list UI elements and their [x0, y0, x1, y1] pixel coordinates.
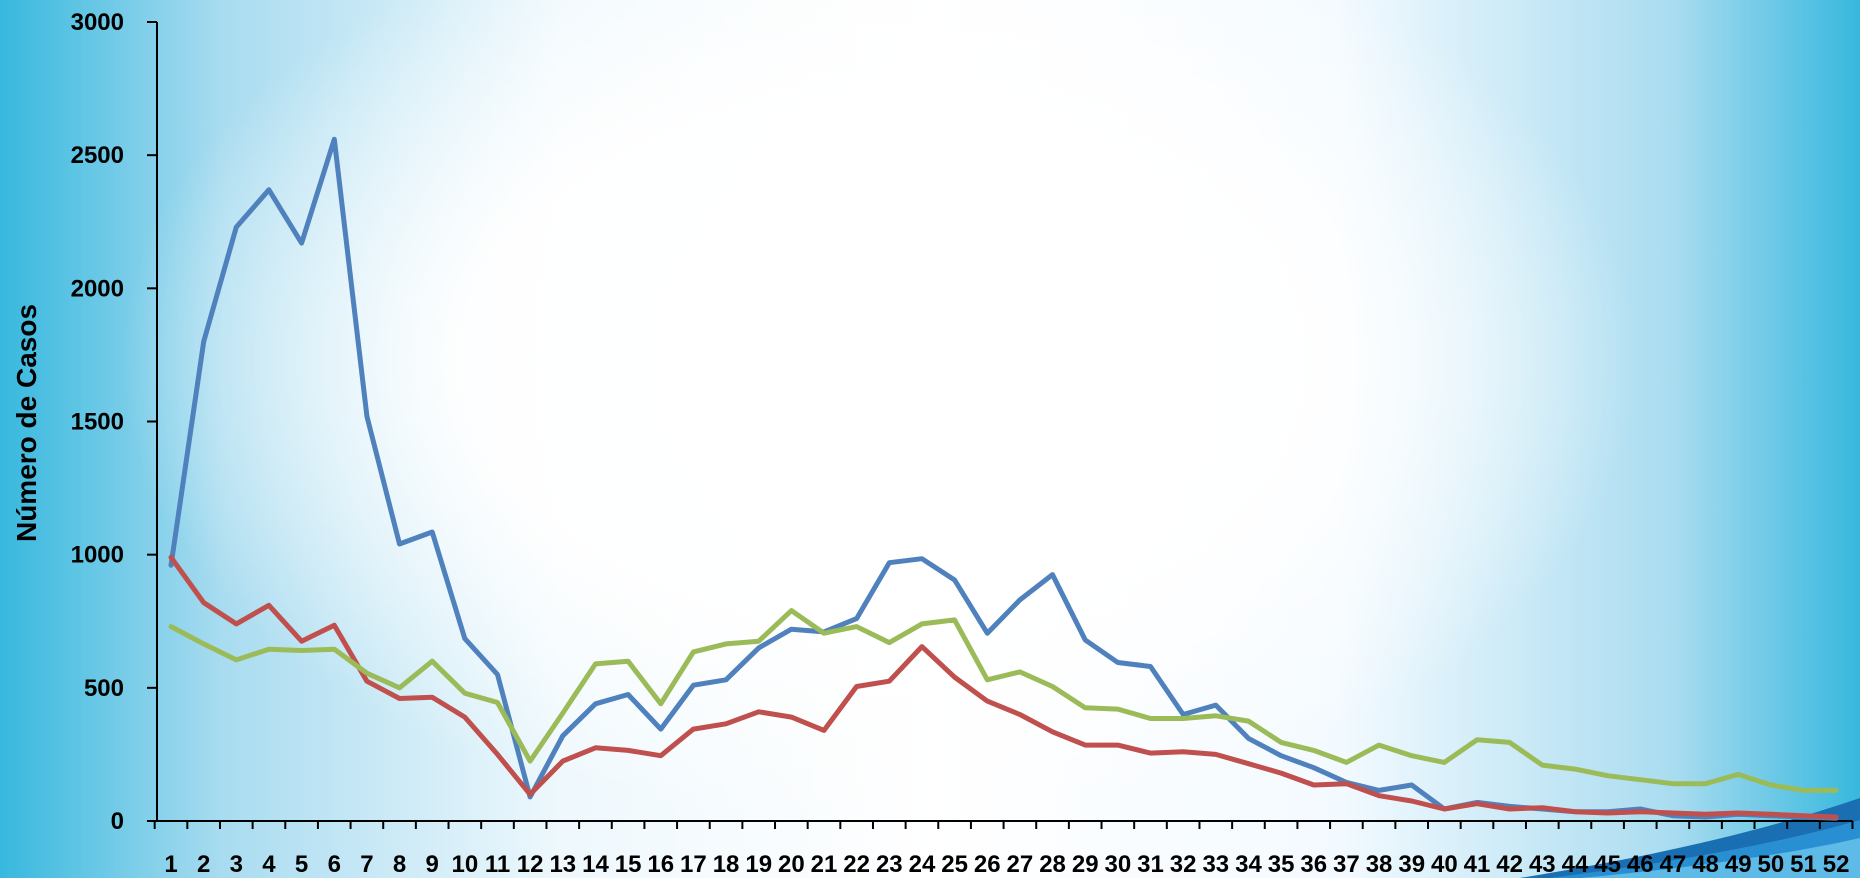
x-tick-label: 51 — [1790, 851, 1817, 878]
x-tick-label: 41 — [1464, 851, 1491, 878]
x-tick-label: 5 — [295, 851, 308, 878]
x-tick-label: 28 — [1039, 851, 1066, 878]
x-tick-label: 20 — [778, 851, 805, 878]
x-tick-label: 16 — [647, 851, 674, 878]
x-tick-label: 31 — [1137, 851, 1164, 878]
x-tick-label: 42 — [1496, 851, 1523, 878]
y-tick-label: 1500 — [71, 409, 124, 436]
y-axis-title: Número de Casos — [11, 304, 42, 542]
x-tick-label: 50 — [1757, 851, 1784, 878]
x-tick-label: 26 — [974, 851, 1001, 878]
x-tick-label: 24 — [909, 851, 936, 878]
y-tick-labels: 0 500 1000 1500 2000 2500 3000 — [71, 9, 124, 835]
y-tick-label: 3000 — [71, 9, 124, 36]
x-tick-label: 52 — [1823, 851, 1850, 878]
series-line-3 — [168, 608, 1839, 793]
x-tick-label: 35 — [1268, 851, 1295, 878]
x-tick-label: 4 — [262, 851, 276, 878]
x-tick-label: 39 — [1398, 851, 1425, 878]
x-tick-labels: 1 2 3 4 5 6 7 8 9 10 11 12 13 14 15 16 17 18 19 20 21 22 23 24 2… — [164, 851, 1849, 878]
x-tick-label: 14 — [582, 851, 609, 878]
series-line-2 — [168, 554, 1839, 820]
x-tick-label: 32 — [1170, 851, 1197, 878]
x-tick-label: 43 — [1529, 851, 1556, 878]
y-tick-label: 500 — [84, 675, 124, 702]
x-tick-label: 45 — [1594, 851, 1621, 878]
x-tick-label: 15 — [615, 851, 642, 878]
x-tick-label: 37 — [1333, 851, 1360, 878]
x-tick-label: 1 — [164, 851, 177, 878]
y-tick-label: 2000 — [71, 275, 124, 302]
y-tick-label: 2500 — [71, 142, 124, 169]
x-tick-label: 18 — [713, 851, 740, 878]
x-tick-label: 38 — [1366, 851, 1393, 878]
x-tick-label: 44 — [1562, 851, 1589, 878]
chart-axes — [147, 21, 1854, 829]
x-tick-label: 11 — [485, 851, 510, 878]
x-tick-label: 30 — [1104, 851, 1131, 878]
x-tick-label: 34 — [1235, 851, 1262, 878]
y-tick-label: 1000 — [71, 542, 124, 569]
x-tick-label: 46 — [1627, 851, 1654, 878]
x-tick-label: 23 — [876, 851, 903, 878]
x-tick-label: 8 — [393, 851, 406, 878]
x-tick-label: 36 — [1300, 851, 1327, 878]
x-tick-label: 10 — [451, 851, 478, 878]
x-tick-label: 27 — [1007, 851, 1034, 878]
x-tick-label: 13 — [549, 851, 576, 878]
x-tick-label: 40 — [1431, 851, 1458, 878]
x-tick-label: 9 — [426, 851, 439, 878]
x-tick-label: 3 — [230, 851, 243, 878]
series-line-1 — [168, 136, 1839, 821]
x-tick-label: 25 — [941, 851, 968, 878]
x-tick-label: 22 — [843, 851, 870, 878]
x-tick-label: 29 — [1072, 851, 1099, 878]
x-tick-label: 7 — [360, 851, 373, 878]
y-tick-label: 0 — [111, 808, 124, 835]
x-tick-label: 47 — [1660, 851, 1687, 878]
x-tick-label: 17 — [680, 851, 707, 878]
decorative-wave — [1520, 798, 1860, 878]
x-tick-label: 49 — [1725, 851, 1752, 878]
x-tick-label: 48 — [1692, 851, 1719, 878]
x-tick-label: 33 — [1202, 851, 1229, 878]
x-tick-label: 2 — [197, 851, 210, 878]
x-tick-label: 12 — [517, 851, 544, 878]
x-tick-label: 6 — [328, 851, 341, 878]
x-tick-label: 19 — [745, 851, 772, 878]
chart-series — [168, 136, 1839, 821]
x-tick-label: 21 — [811, 851, 838, 878]
